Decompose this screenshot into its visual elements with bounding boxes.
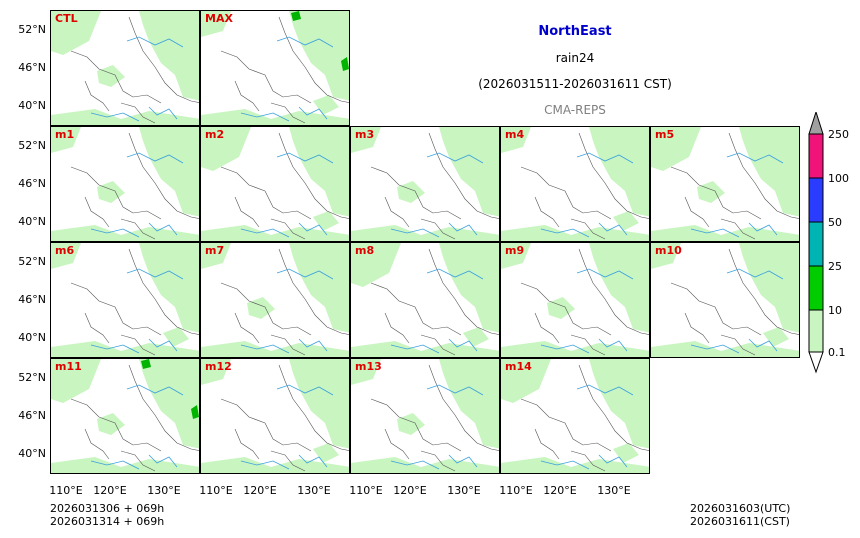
map-panel-m12: m12 xyxy=(200,358,350,474)
map-panel-ctl: CTL xyxy=(50,10,200,126)
panel-label: m10 xyxy=(655,244,682,257)
colorbar-bottom-arrow xyxy=(808,351,824,374)
map-panel-m11: m11 xyxy=(50,358,200,474)
colorbar-top-arrow xyxy=(808,112,824,135)
longitude-label: 120°E xyxy=(393,484,427,497)
longitude-label: 130°E xyxy=(297,484,331,497)
map-panel-m13: m13 xyxy=(350,358,500,474)
latitude-label: 40°N xyxy=(18,331,46,344)
colorbar-label-50: 50 xyxy=(828,216,842,229)
map-panel-m9: m9 xyxy=(500,242,650,358)
map-panel-m4: m4 xyxy=(500,126,650,242)
latitude-label: 46°N xyxy=(18,61,46,74)
colorbar-band-0.1-10 xyxy=(808,309,824,353)
longitude-label: 120°E xyxy=(93,484,127,497)
panel-label: m4 xyxy=(505,128,525,141)
latitude-label: 52°N xyxy=(18,371,46,384)
panel-label: m9 xyxy=(505,244,525,257)
colorbar-label-10: 10 xyxy=(828,304,842,317)
latitude-label: 40°N xyxy=(18,215,46,228)
valid-time-utc: 2026031603(UTC) xyxy=(690,502,791,515)
map-panel-m8: m8 xyxy=(350,242,500,358)
panel-label: CTL xyxy=(55,12,78,25)
latitude-label: 46°N xyxy=(18,409,46,422)
panel-label: m1 xyxy=(55,128,75,141)
latitude-label: 52°N xyxy=(18,23,46,36)
panel-label: m12 xyxy=(205,360,232,373)
source-title: CMA-REPS xyxy=(544,103,606,117)
colorbar-label-250: 250 xyxy=(828,128,849,141)
longitude-label: 130°E xyxy=(447,484,481,497)
region-title: NorthEast xyxy=(538,24,612,39)
map-panel-m7: m7 xyxy=(200,242,350,358)
map-panel-max: MAX xyxy=(200,10,350,126)
map-panel-m14: m14 xyxy=(500,358,650,474)
map-panel-m5: m5 xyxy=(650,126,800,242)
colorbar-band-50-100 xyxy=(808,177,824,223)
longitude-label: 120°E xyxy=(243,484,277,497)
panel-label: m3 xyxy=(355,128,375,141)
valid-time-cst: 2026031611(CST) xyxy=(690,515,790,528)
panel-label: m2 xyxy=(205,128,225,141)
map-panel-m3: m3 xyxy=(350,126,500,242)
colorbar-band-10-25 xyxy=(808,265,824,311)
panel-label: m8 xyxy=(355,244,375,257)
longitude-label: 110°E xyxy=(349,484,383,497)
panel-label: m11 xyxy=(55,360,82,373)
panel-label: m7 xyxy=(205,244,225,257)
latitude-label: 52°N xyxy=(18,255,46,268)
latitude-label: 46°N xyxy=(18,177,46,190)
colorbar-label-100: 100 xyxy=(828,172,849,185)
latitude-label: 52°N xyxy=(18,139,46,152)
panel-label: m6 xyxy=(55,244,75,257)
colorbar xyxy=(808,112,824,374)
map-panel-m2: m2 xyxy=(200,126,350,242)
latitude-label: 40°N xyxy=(18,99,46,112)
longitude-label: 130°E xyxy=(597,484,631,497)
map-panel-m1: m1 xyxy=(50,126,200,242)
init-time-cst: 2026031314 + 069h xyxy=(50,515,165,528)
panel-label: m13 xyxy=(355,360,382,373)
init-time-block: 2026031306 + 069h 2026031314 + 069h xyxy=(50,502,164,528)
panel-label: m5 xyxy=(655,128,675,141)
colorbar-band-25-50 xyxy=(808,221,824,267)
latitude-label: 40°N xyxy=(18,447,46,460)
colorbar-label-0.1: 0.1 xyxy=(828,346,846,359)
period-title: (2026031511-2026031611 CST) xyxy=(478,77,672,91)
colorbar-label-25: 25 xyxy=(828,260,842,273)
longitude-label: 120°E xyxy=(543,484,577,497)
map-panel-m6: m6 xyxy=(50,242,200,358)
init-time-utc: 2026031306 + 069h xyxy=(50,502,165,515)
longitude-label: 110°E xyxy=(49,484,83,497)
latitude-label: 46°N xyxy=(18,293,46,306)
panel-label: MAX xyxy=(205,12,233,25)
panel-label: m14 xyxy=(505,360,532,373)
longitude-label: 110°E xyxy=(199,484,233,497)
map-panel-m10: m10 xyxy=(650,242,800,358)
longitude-label: 110°E xyxy=(499,484,533,497)
longitude-label: 130°E xyxy=(147,484,181,497)
colorbar-band-100-250 xyxy=(808,133,824,179)
valid-time-block: 2026031603(UTC) 2026031611(CST) xyxy=(690,502,790,528)
variable-title: rain24 xyxy=(555,51,595,65)
